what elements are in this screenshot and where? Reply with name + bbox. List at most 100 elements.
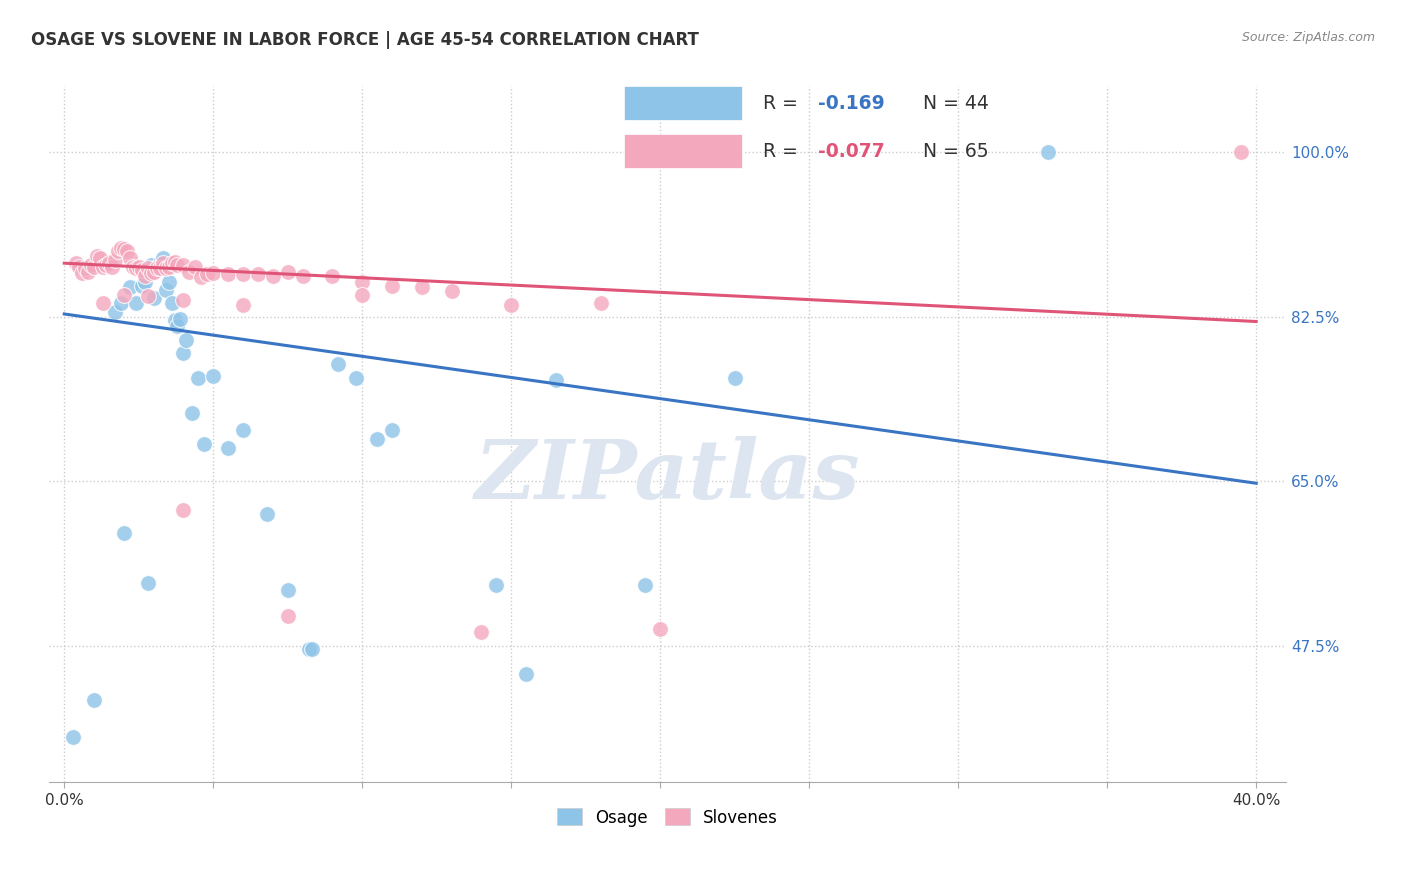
Osage: [256, 508, 278, 522]
Slovenes: [217, 268, 239, 282]
Bar: [624, 87, 742, 120]
Osage: [172, 345, 194, 359]
Slovenes: [125, 260, 148, 275]
Osage: [149, 256, 172, 270]
Slovenes: [262, 269, 284, 284]
Slovenes: [91, 295, 114, 310]
Osage: [169, 311, 191, 326]
Slovenes: [352, 275, 374, 289]
Osage: [131, 278, 153, 293]
Slovenes: [232, 297, 254, 311]
Slovenes: [97, 256, 120, 270]
Osage: [152, 251, 174, 265]
Slovenes: [166, 258, 188, 272]
Slovenes: [179, 265, 201, 279]
Slovenes: [104, 253, 127, 268]
Osage: [301, 641, 323, 656]
Slovenes: [195, 268, 218, 282]
Osage: [297, 641, 319, 656]
Osage: [344, 371, 367, 385]
Osage: [145, 260, 167, 274]
Slovenes: [202, 266, 225, 280]
Slovenes: [232, 268, 254, 282]
Slovenes: [70, 266, 93, 280]
Osage: [155, 284, 177, 298]
Osage: [381, 423, 404, 437]
Slovenes: [110, 241, 132, 255]
Text: R =: R =: [763, 142, 804, 161]
Slovenes: [65, 256, 87, 270]
Osage: [634, 578, 657, 592]
Osage: [544, 373, 567, 387]
Osage: [62, 730, 84, 744]
Osage: [217, 442, 239, 456]
Text: R =: R =: [763, 94, 804, 112]
Slovenes: [246, 268, 269, 282]
Legend: Osage, Slovenes: Osage, Slovenes: [551, 802, 785, 833]
Slovenes: [172, 293, 194, 307]
Slovenes: [190, 270, 212, 285]
Text: ZIPatlas: ZIPatlas: [475, 436, 860, 516]
Slovenes: [501, 297, 523, 311]
Slovenes: [77, 265, 100, 279]
Slovenes: [115, 244, 138, 258]
Text: -0.169: -0.169: [818, 94, 884, 112]
Osage: [142, 291, 165, 305]
Osage: [277, 582, 299, 597]
Osage: [166, 319, 188, 334]
Slovenes: [80, 258, 103, 272]
Slovenes: [101, 260, 124, 274]
Osage: [485, 578, 508, 592]
Slovenes: [136, 289, 159, 303]
Osage: [724, 371, 747, 385]
Osage: [366, 432, 388, 446]
Text: N = 44: N = 44: [911, 94, 988, 112]
Slovenes: [75, 260, 97, 275]
Osage: [328, 357, 350, 371]
Slovenes: [145, 260, 167, 275]
Osage: [160, 295, 183, 310]
Bar: [624, 135, 742, 168]
Slovenes: [152, 256, 174, 270]
Text: OSAGE VS SLOVENE IN LABOR FORCE | AGE 45-54 CORRELATION CHART: OSAGE VS SLOVENE IN LABOR FORCE | AGE 45…: [31, 31, 699, 49]
Slovenes: [172, 258, 194, 272]
Slovenes: [91, 260, 114, 274]
Osage: [125, 295, 148, 310]
Slovenes: [121, 260, 143, 274]
Slovenes: [172, 502, 194, 516]
Slovenes: [118, 252, 141, 266]
Slovenes: [1230, 145, 1253, 160]
Slovenes: [131, 262, 153, 277]
Osage: [83, 692, 105, 706]
Osage: [139, 258, 162, 272]
Slovenes: [157, 260, 180, 274]
Slovenes: [128, 260, 150, 274]
Osage: [110, 295, 132, 310]
Slovenes: [277, 608, 299, 623]
Text: -0.077: -0.077: [818, 142, 884, 161]
Slovenes: [277, 265, 299, 279]
Slovenes: [650, 622, 672, 636]
Slovenes: [136, 260, 159, 275]
Slovenes: [411, 279, 433, 293]
Slovenes: [321, 269, 343, 284]
Osage: [193, 436, 215, 450]
Slovenes: [67, 260, 90, 274]
Slovenes: [589, 295, 612, 310]
Slovenes: [470, 624, 492, 639]
Slovenes: [160, 256, 183, 270]
Text: Source: ZipAtlas.com: Source: ZipAtlas.com: [1241, 31, 1375, 45]
Osage: [515, 667, 537, 681]
Slovenes: [107, 244, 129, 258]
Osage: [112, 526, 135, 541]
Slovenes: [184, 260, 207, 274]
Osage: [118, 279, 141, 293]
Slovenes: [139, 266, 162, 280]
Slovenes: [86, 249, 108, 263]
Osage: [134, 275, 156, 289]
Slovenes: [142, 265, 165, 279]
Osage: [157, 275, 180, 289]
Osage: [232, 423, 254, 437]
Slovenes: [89, 252, 111, 266]
Slovenes: [149, 260, 172, 275]
